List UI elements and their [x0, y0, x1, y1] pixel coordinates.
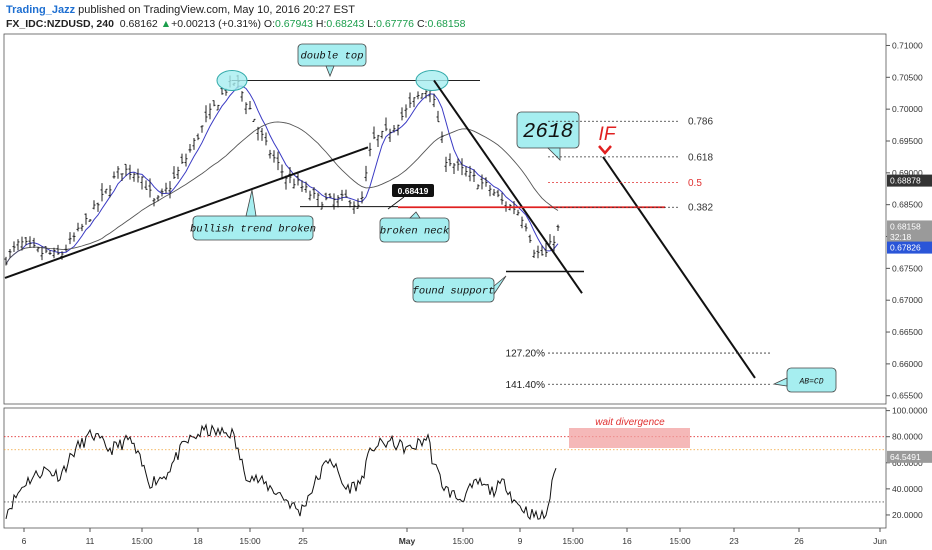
close-value: 0.68158	[427, 18, 466, 30]
price-axis-label: 0.70500	[892, 72, 923, 82]
low-label: L:	[367, 18, 377, 30]
price-change: +0.00213 (+0.31%)	[171, 18, 261, 30]
extension-level-label: 141.40%	[506, 380, 546, 391]
abcd-callout-text: AB=CD	[798, 378, 823, 387]
if-label: IF	[599, 124, 617, 145]
bearish-trend-line	[433, 79, 583, 294]
close-label: C:	[416, 18, 428, 30]
time-axis-label: 25	[298, 536, 308, 546]
open-value: 0.67943	[275, 18, 313, 30]
price-axis-label: 0.67500	[892, 263, 923, 273]
bullish-trend-line	[4, 146, 369, 279]
slow-moving-average	[5, 121, 559, 265]
time-axis-label: 15:00	[239, 536, 261, 546]
published-text: published on TradingView.com, May 10, 20…	[78, 4, 355, 16]
extension-level-label: 127.20%	[506, 349, 546, 360]
time-axis-label: May	[399, 536, 416, 546]
price-axis-label: 0.68500	[892, 200, 923, 210]
price-label-box	[887, 230, 932, 243]
found-support-callout-pointer	[493, 275, 507, 296]
projection-line	[602, 156, 756, 379]
price-label-box	[887, 241, 932, 254]
rsi-value-label: 64.5491	[890, 452, 921, 462]
time-axis-label: 23	[729, 536, 739, 546]
big-number-label: 2618	[523, 121, 573, 144]
rsi-pane[interactable]	[3, 407, 887, 529]
price-label: 32:18	[890, 232, 912, 242]
rsi-value-box	[887, 450, 932, 463]
fib-callout-pointer	[547, 147, 561, 161]
time-axis-label: 11	[86, 536, 95, 546]
time-axis-label: 15:00	[669, 536, 691, 546]
found-support-callout-text: found support	[413, 286, 495, 298]
fib-level-label: 0.382	[688, 203, 713, 214]
open-label: O:	[263, 18, 276, 30]
price-label: 0.68158	[890, 221, 921, 231]
neck-price-label: 0.68419	[398, 186, 429, 196]
price-axis-label: 0.70000	[892, 104, 923, 114]
price-axis-label: 0.67000	[892, 295, 923, 305]
time-axis-label: 15:00	[131, 536, 153, 546]
double-top-callout-text: double top	[300, 51, 363, 63]
double-top-marker	[415, 69, 449, 91]
time-axis-label: 26	[794, 536, 804, 546]
fib-level-label: 0.786	[688, 117, 713, 128]
abcd-callout-pointer	[772, 377, 788, 387]
publish-line: Trading_Jazz published on TradingView.co…	[6, 4, 355, 16]
fib-level-label: 0.618	[688, 152, 713, 163]
divergence-box	[569, 428, 690, 448]
divergence-label: wait divergence	[595, 417, 665, 428]
time-axis-label: 9	[518, 536, 523, 546]
time-axis-label: 15:00	[562, 536, 584, 546]
low-value: 0.67776	[376, 18, 415, 30]
rsi-axis-label: 40.0000	[892, 484, 923, 494]
chart-header: Trading_Jazz published on TradingView.co…	[0, 0, 932, 34]
double-top-callout-pointer	[325, 65, 335, 78]
neck-price-tag	[392, 184, 434, 197]
time-axis-label: Jun	[873, 536, 887, 546]
price-pane[interactable]	[3, 33, 887, 405]
time-axis-label: 16	[622, 536, 632, 546]
last-price: 0.68162	[119, 18, 158, 30]
broken-neck-callout-pointer	[409, 211, 421, 219]
rsi-axis-label: 20.0000	[892, 510, 923, 520]
broken-neck-callout-text: broken neck	[380, 226, 450, 238]
author-link[interactable]: Trading_Jazz	[6, 4, 76, 16]
symbol-label[interactable]: FX_IDC:NZDUSD, 240	[6, 18, 114, 30]
rsi-axis-label: 100.0000	[892, 406, 928, 416]
price-axis-label: 0.71000	[892, 40, 923, 50]
time-axis-label: 6	[22, 536, 27, 546]
ohlc-line: FX_IDC:NZDUSD, 240 0.68162 ▲+0.00213 (+0…	[6, 18, 465, 30]
rsi-axis-label: 80.0000	[892, 432, 923, 442]
rsi-line	[5, 423, 557, 521]
time-axis-label: 18	[193, 536, 203, 546]
fib-level-label: 0.5	[688, 178, 702, 189]
trend-broken-callout-text: bullish trend broken	[190, 224, 316, 236]
price-label-box	[887, 220, 932, 233]
change-arrow-icon: ▲	[160, 18, 172, 30]
price-label: 0.68878	[890, 176, 921, 186]
price-label-box	[887, 174, 932, 187]
time-axis-label: 15:00	[452, 536, 474, 546]
down-arrow-icon	[598, 145, 612, 155]
trend-broken-callout-pointer	[245, 189, 257, 217]
price-axis-label: 0.69000	[892, 168, 923, 178]
price-axis-label: 0.65500	[892, 391, 923, 401]
high-label: H:	[315, 18, 327, 30]
price-axis-label: 0.66000	[892, 359, 923, 369]
price-label: 0.67826	[890, 243, 921, 253]
price-axis-label: 0.66500	[892, 327, 923, 337]
double-top-marker	[216, 69, 248, 91]
high-value: 0.68243	[326, 18, 365, 30]
price-axis-label: 0.69500	[892, 136, 923, 146]
